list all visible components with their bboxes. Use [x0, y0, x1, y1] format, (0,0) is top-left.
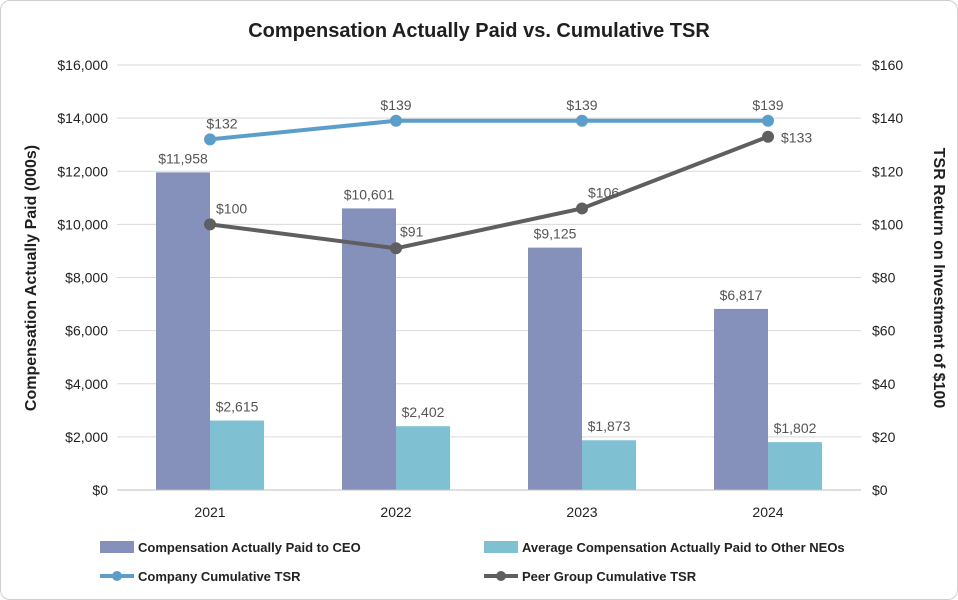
bar-ceo — [528, 247, 582, 490]
company-tsr-point — [204, 133, 216, 146]
left-tick-label: $6,000 — [65, 323, 108, 339]
right-tick-label: $120 — [872, 163, 903, 179]
legend-label: Company Cumulative TSR — [138, 569, 301, 584]
peer-tsr-point — [390, 242, 402, 255]
bar-data-label: $11,958 — [158, 150, 208, 166]
right-tick-label: $20 — [872, 429, 896, 445]
bar-data-label: $2,615 — [216, 399, 259, 415]
right-tick-label: $100 — [872, 216, 903, 232]
peer-tsr-label: $133 — [781, 130, 812, 146]
bar-ceo — [156, 172, 210, 490]
peer-tsr-label: $100 — [216, 200, 247, 216]
left-tick-label: $12,000 — [57, 163, 108, 179]
legend-swatch-bar — [100, 541, 134, 553]
legend-swatch-marker — [496, 571, 506, 581]
chart-title: Compensation Actually Paid vs. Cumulativ… — [248, 20, 710, 42]
peer-tsr-label: $106 — [588, 184, 619, 200]
peer-tsr-label: $91 — [400, 223, 424, 239]
legend-swatch-marker — [112, 571, 122, 581]
legend: Compensation Actually Paid to CEO Average… — [100, 540, 845, 584]
bar-ceo — [342, 208, 396, 490]
x-tick-label: 2021 — [194, 504, 225, 520]
bar-data-label: $1,802 — [774, 420, 817, 436]
right-tick-label: $40 — [872, 376, 896, 392]
left-tick-label: $16,000 — [57, 57, 108, 73]
company-tsr-label: $132 — [206, 115, 237, 131]
bar-neo — [396, 426, 450, 490]
legend-label: Peer Group Cumulative TSR — [522, 569, 697, 584]
category-axis: 2021 2022 2023 2024 — [117, 489, 861, 520]
left-axis-title: Compensation Actually Paid (000s) — [23, 145, 40, 411]
company-tsr-point — [576, 114, 588, 127]
bar-ceo — [714, 308, 768, 490]
company-tsr-label: $139 — [566, 97, 597, 113]
right-tick-label: $80 — [872, 270, 896, 286]
lines: $132 $139 $139 $139 $100 $91 $106 $133 — [204, 97, 812, 255]
left-tick-label: $14,000 — [57, 110, 108, 126]
left-tick-label: $10,000 — [57, 216, 108, 232]
company-tsr-label: $139 — [380, 97, 411, 113]
legend-label: Average Compensation Actually Paid to Ot… — [522, 540, 845, 555]
legend-swatch-bar — [484, 541, 518, 553]
bar-data-label: $10,601 — [344, 186, 395, 202]
right-axis-title: TSR Return on Investment of $100 — [930, 148, 947, 409]
right-axis-ticks: $0 $20 $40 $60 $80 $100 $120 $140 $160 — [872, 57, 903, 498]
legend-label: Compensation Actually Paid to CEO — [138, 540, 361, 555]
bars: $11,958 $2,615 $10,601 $2,402 $9,125 $1,873 $6… — [156, 150, 822, 490]
company-tsr-point — [390, 114, 402, 127]
bar-data-label: $2,402 — [402, 404, 445, 420]
bar-neo — [210, 420, 264, 490]
right-tick-label: $140 — [872, 110, 903, 126]
peer-tsr-point — [762, 130, 774, 143]
company-tsr-label: $139 — [752, 97, 783, 113]
company-tsr-line — [209, 118, 768, 142]
right-tick-label: $0 — [872, 482, 888, 498]
right-tick-label: $160 — [872, 57, 903, 73]
peer-tsr-point — [204, 218, 216, 231]
peer-tsr-line — [209, 134, 769, 251]
x-tick-label: 2022 — [380, 504, 411, 520]
bar-data-label: $6,817 — [720, 287, 763, 303]
bar-data-label: $1,873 — [588, 418, 631, 434]
bar-neo — [768, 442, 822, 490]
left-tick-label: $2,000 — [65, 429, 108, 445]
peer-tsr-point — [576, 202, 588, 215]
company-tsr-point — [762, 114, 774, 127]
x-tick-label: 2024 — [752, 504, 783, 520]
bar-data-label: $9,125 — [534, 226, 577, 242]
left-tick-label: $4,000 — [65, 376, 108, 392]
bar-neo — [582, 440, 636, 490]
left-axis-ticks: $0 $2,000 $4,000 $6,000 $8,000 $10,000 $12,000… — [57, 57, 108, 498]
x-tick-label: 2023 — [566, 504, 597, 520]
right-tick-label: $60 — [872, 323, 896, 339]
left-tick-label: $8,000 — [65, 270, 108, 286]
left-tick-label: $0 — [92, 482, 108, 498]
